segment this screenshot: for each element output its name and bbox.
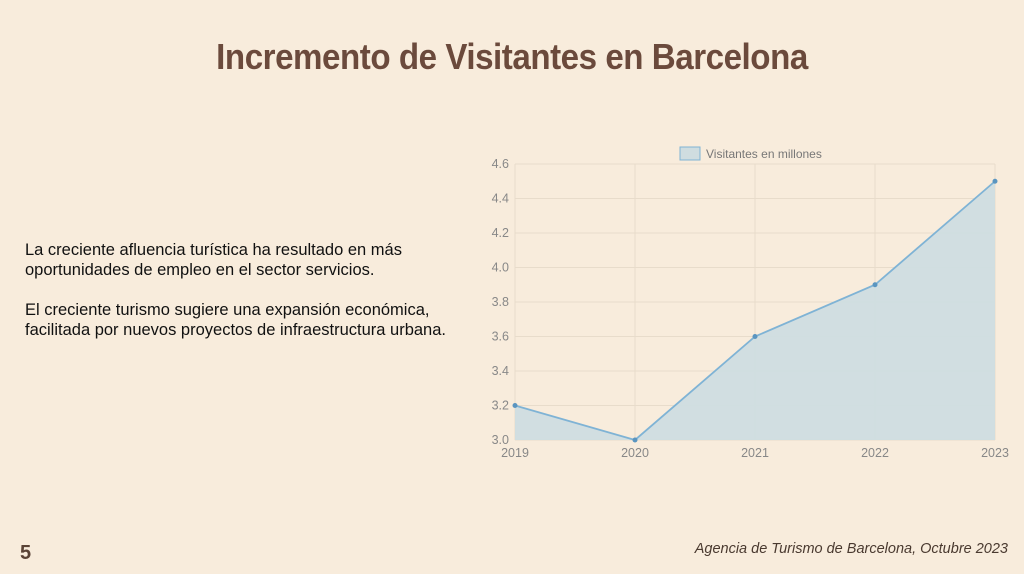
data-point-2021 [752,334,758,339]
legend[interactable]: Visitantes en millones [679,146,822,161]
data-point-2023 [992,178,998,184]
visitors-area-chart: 3.0 3.2 3.4 3.6 3.8 4.0 4.2 4.4 4.6 2019 2020 2021… [492,146,1009,460]
legend-swatch [679,146,701,161]
y-tick-label: 4.2 [492,226,509,240]
x-tick-label: 2021 [741,446,769,460]
y-tick-label: 3.6 [492,330,509,344]
x-tick-label: 2019 [501,446,529,460]
y-tick-label: 3.8 [492,295,509,309]
y-tick-label: 4.4 [492,192,509,206]
body-text: La creciente afluencia turística ha resu… [25,240,465,360]
data-points [512,178,998,443]
x-tick-label: 2022 [861,446,889,460]
area-fill [515,181,995,440]
data-point-2020 [632,437,638,443]
paragraph-employment: La creciente afluencia turística ha resu… [25,241,402,279]
page-number: 5 [20,542,32,564]
legend-label: Visitantes en millones [706,147,822,161]
y-axis-ticks: 3.0 3.2 3.4 3.6 3.8 4.0 4.2 4.4 4.6 [492,157,509,447]
data-point-2022 [872,282,878,288]
data-point-2019 [512,403,518,408]
paragraph-economy: El creciente turismo sugiere una expansi… [25,301,446,339]
x-axis-ticks: 2019 2020 2021 2022 2023 [501,446,1009,460]
y-tick-label: 3.4 [492,364,509,378]
y-tick-label: 3.0 [492,433,509,447]
y-tick-label: 3.2 [492,399,509,413]
slide-title: Incremento de Visitantes en Barcelona [216,36,808,77]
y-tick-label: 4.0 [492,261,509,275]
source-citation: Agencia de Turismo de Barcelona, Octubre… [694,541,1008,557]
y-tick-label: 4.6 [492,157,509,171]
x-tick-label: 2023 [981,446,1009,460]
x-tick-label: 2020 [621,446,649,460]
